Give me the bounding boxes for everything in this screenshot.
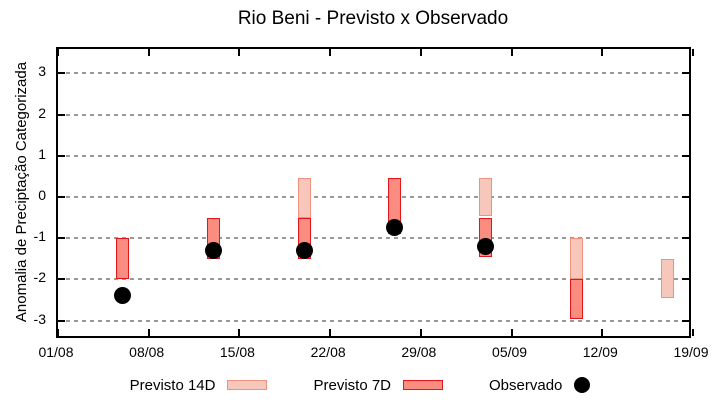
legend: Previsto 14D Previsto 7D Observado: [0, 374, 720, 396]
x-tick-bottom: [692, 329, 694, 336]
observado-point: [295, 242, 313, 260]
x-tick-label: 05/09: [492, 344, 528, 360]
y-tick-left: [58, 278, 65, 281]
bar-previsto-7d: [116, 238, 130, 280]
gridline: [58, 196, 689, 198]
x-tick-bottom: [57, 329, 59, 336]
y-tick-right: [682, 72, 689, 75]
bar-previsto-14d: [660, 258, 674, 298]
y-tick-label: -1: [33, 228, 46, 245]
chart-title: Rio Beni - Previsto x Observado: [237, 8, 509, 29]
observado-point: [477, 237, 495, 255]
gridline: [58, 237, 689, 240]
y-tick-label: 3: [38, 63, 46, 80]
legend-item-previsto-7d: Previsto 7D: [313, 376, 444, 394]
x-tick-top: [329, 49, 332, 56]
bar-previsto-14d: [297, 178, 311, 218]
x-tick-label: 08/08: [129, 344, 165, 360]
x-tick-top: [692, 49, 694, 56]
x-tick-label: 15/08: [219, 344, 255, 360]
y-tick-label: -3: [33, 310, 46, 327]
x-tick-bottom: [601, 329, 604, 336]
legend-item-observado: Observado: [489, 376, 591, 394]
legend-swatch-previsto-7d: [403, 380, 444, 390]
y-tick-right: [682, 278, 689, 281]
y-tick-right: [682, 113, 689, 116]
x-tick-top: [510, 49, 513, 56]
legend-swatch-previsto-14d: [227, 380, 268, 390]
legend-label: Previsto 7D: [313, 376, 392, 394]
bar-previsto-7d: [569, 279, 583, 319]
gridline: [58, 113, 689, 116]
x-tick-bottom: [510, 329, 513, 336]
gridline: [58, 72, 689, 75]
x-tick-top: [57, 49, 59, 56]
y-tick-right: [682, 237, 689, 240]
y-tick-right: [682, 154, 689, 157]
x-tick-top: [147, 49, 150, 56]
x-tick-label: 22/08: [310, 344, 346, 360]
plot-area: [56, 47, 694, 338]
legend-item-previsto-14d: Previsto 14D: [130, 377, 268, 394]
y-tick-label: 2: [38, 104, 46, 121]
y-tick-label: -2: [33, 269, 46, 286]
x-tick-label: 19/09: [673, 344, 709, 360]
x-tick-label: 29/08: [401, 344, 437, 360]
y-tick-right: [682, 319, 689, 322]
gridline: [58, 319, 689, 322]
observado-point: [114, 287, 132, 305]
x-tick-top: [238, 49, 241, 56]
observado-point: [205, 242, 222, 260]
x-tick-label: 12/09: [582, 344, 618, 360]
gridline: [58, 278, 689, 281]
y-tick-right: [682, 196, 689, 198]
y-tick-left: [58, 72, 65, 75]
x-tick-bottom: [147, 329, 150, 336]
legend-label: Observado: [489, 376, 563, 394]
x-tick-top: [419, 49, 422, 56]
x-tick-bottom: [329, 329, 332, 336]
y-tick-left: [58, 154, 65, 157]
y-tick-label: 1: [38, 145, 46, 162]
y-tick-left: [58, 113, 65, 116]
y-tick-left: [58, 319, 65, 322]
x-tick-top: [601, 49, 604, 56]
bar-previsto-14d: [569, 238, 583, 280]
y-tick-left: [58, 196, 65, 198]
legend-label: Previsto 14D: [129, 376, 216, 394]
gridline: [58, 154, 689, 157]
y-tick-left: [58, 237, 65, 240]
x-tick-label: 01/08: [38, 344, 74, 360]
observado-point: [386, 219, 404, 237]
x-tick-bottom: [419, 329, 422, 336]
legend-marker-observado: [574, 377, 591, 393]
y-tick-label: 0: [38, 187, 46, 203]
bar-previsto-14d: [479, 178, 493, 216]
x-tick-bottom: [238, 329, 241, 336]
